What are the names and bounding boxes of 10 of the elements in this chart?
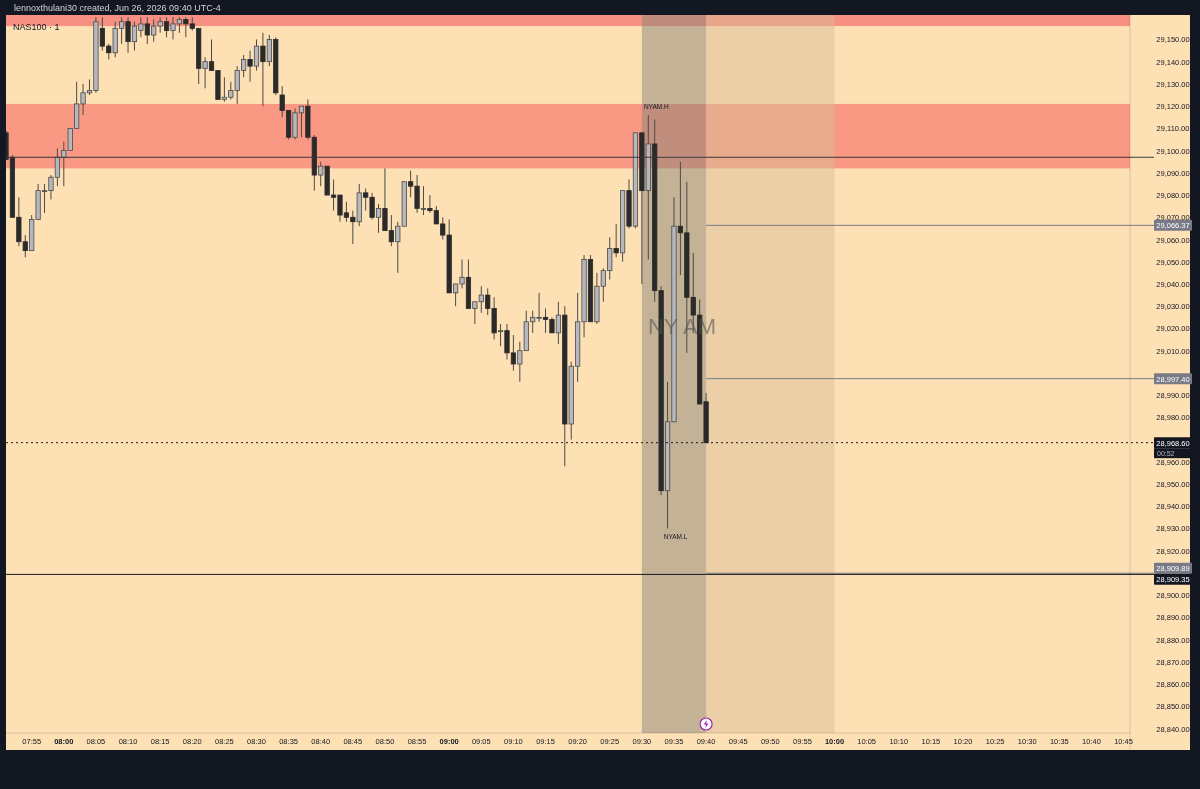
candlestick xyxy=(555,301,561,345)
chart-subtitle: lennoxthulani30 created, Jun 26, 2026 09:40 UTC-4 xyxy=(14,3,221,13)
candlestick xyxy=(375,203,382,234)
candlestick xyxy=(202,56,208,89)
candlestick xyxy=(253,38,260,72)
candlestick xyxy=(420,185,427,216)
candlestick xyxy=(318,161,324,187)
candlestick xyxy=(497,323,504,347)
text: NAS100 · 1 xyxy=(13,22,60,32)
candlestick xyxy=(266,34,272,67)
